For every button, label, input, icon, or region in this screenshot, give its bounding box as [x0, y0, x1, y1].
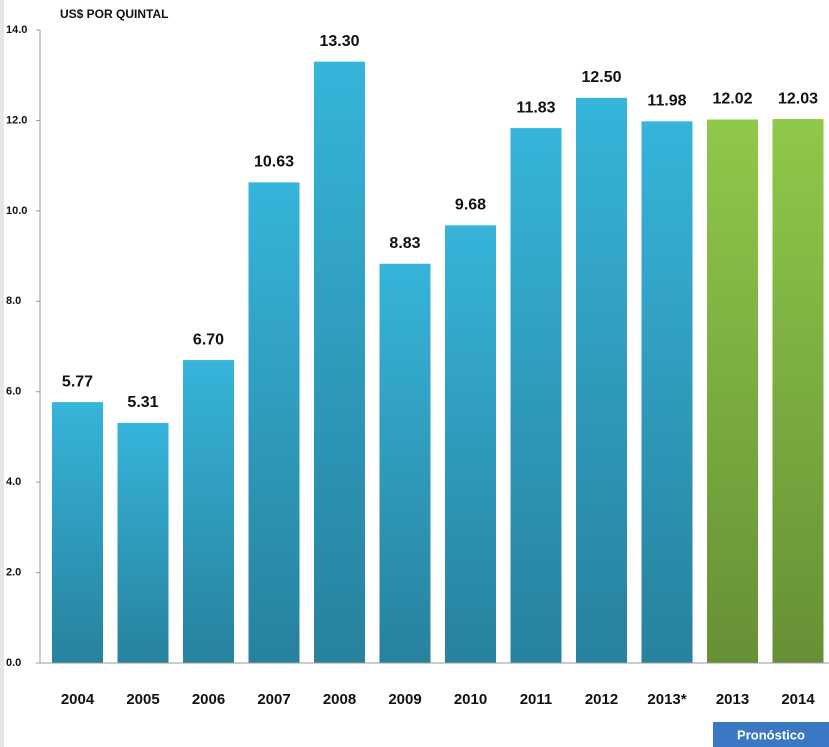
y-tick-label: 8.0	[6, 295, 21, 307]
value-label: 13.30	[319, 33, 359, 50]
y-axis-label: US$ POR QUINTAL	[60, 7, 168, 21]
value-label: 5.31	[127, 394, 158, 411]
y-tick-label: 14.0	[6, 24, 27, 36]
y-tick-label: 6.0	[6, 386, 21, 398]
bar-shade	[314, 61, 365, 663]
bar-shade	[707, 119, 758, 663]
y-tick-label: 10.0	[6, 205, 27, 217]
x-tick-label: 2006	[192, 691, 225, 708]
x-tick-label: 2014	[781, 691, 815, 708]
x-tick-label: 2007	[257, 691, 290, 708]
bar-shade	[183, 360, 234, 663]
x-tick-label: 2013	[716, 691, 749, 708]
bar-shade	[379, 263, 431, 663]
value-label: 5.77	[62, 373, 93, 390]
value-label: 8.83	[389, 235, 420, 252]
x-tick-label: 2010	[454, 691, 487, 708]
x-tick-label: 2004	[61, 691, 95, 708]
x-tick-label: 2013*	[647, 691, 686, 708]
y-tick-label: 12.0	[6, 114, 27, 126]
annotation-box	[713, 722, 829, 747]
value-label: 11.83	[516, 99, 555, 116]
bar-shade	[248, 182, 300, 664]
value-label: 12.50	[581, 69, 621, 86]
annotation: Pronóstico	[737, 727, 805, 742]
bar-shade	[510, 128, 562, 664]
bar-shade	[772, 119, 824, 663]
value-label: 9.68	[455, 197, 486, 214]
y-tick-label: 4.0	[6, 476, 21, 488]
y-tick-label: 0.0	[6, 657, 21, 669]
x-tick-label: 2012	[585, 691, 618, 708]
value-label: 6.70	[193, 331, 224, 348]
x-tick-label: 2005	[126, 691, 159, 708]
x-tick-label: 2009	[388, 691, 421, 708]
value-label: 12.03	[778, 90, 818, 107]
value-label: 11.98	[647, 93, 686, 110]
bar-shade	[641, 121, 693, 663]
value-label: 10.63	[254, 154, 294, 171]
value-label: 12.02	[712, 91, 752, 108]
x-tick-label: 2011	[520, 691, 553, 708]
edge-strip	[0, 0, 4, 747]
bar-shade	[576, 97, 627, 664]
bar-shade	[117, 422, 169, 663]
x-tick-label: 2008	[323, 691, 356, 708]
bar-shade	[445, 225, 496, 663]
bar-shade	[52, 402, 103, 663]
y-tick-label: 2.0	[6, 566, 21, 578]
